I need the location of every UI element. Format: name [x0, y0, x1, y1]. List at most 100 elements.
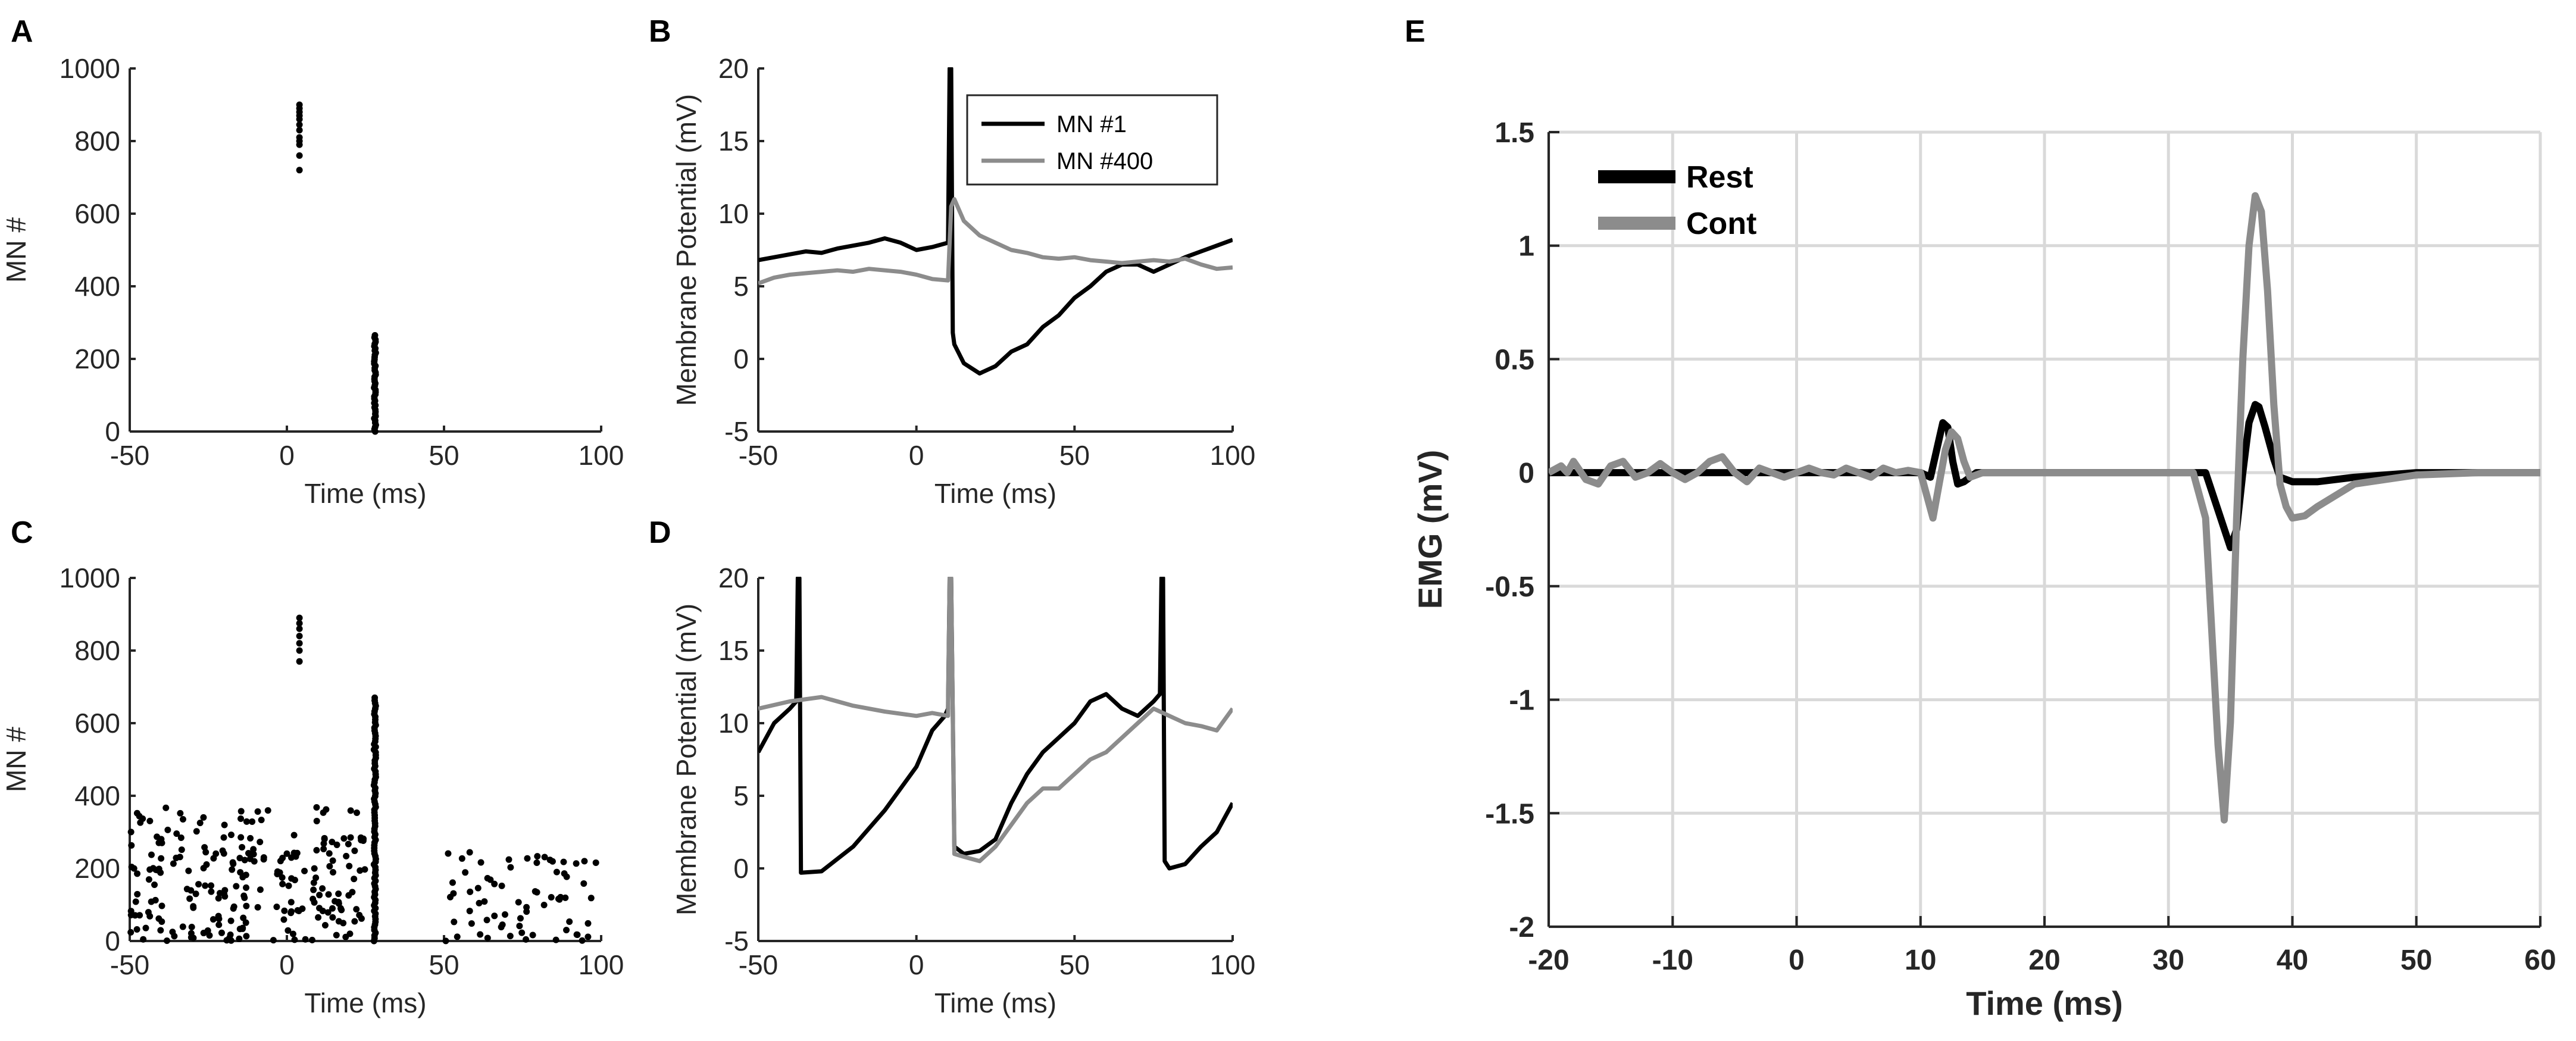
x-tick-label: -50	[739, 440, 778, 471]
spike-dot	[353, 809, 360, 817]
spike-dot	[179, 815, 186, 823]
spike-dot	[310, 886, 317, 893]
spike-dot	[561, 870, 568, 877]
spike-dot	[288, 875, 295, 882]
legend-label: MN #1	[1056, 111, 1127, 137]
panel-label-d: D	[649, 515, 671, 550]
spike-dot	[242, 919, 249, 926]
spike-dot	[201, 844, 208, 851]
y-tick-label: 1.5	[1495, 117, 1534, 149]
spike-dot	[302, 936, 309, 943]
spike-dot	[477, 859, 484, 866]
spike-dot	[337, 905, 345, 912]
spike-dot	[200, 930, 207, 937]
panel-label-a: A	[11, 14, 33, 49]
y-tick-label: -5	[724, 416, 749, 447]
spike-dot	[227, 917, 235, 924]
spike-dot	[186, 895, 193, 902]
x-axis-label: Time (ms)	[934, 987, 1056, 1018]
spike-dot	[330, 868, 337, 876]
spike-dot	[237, 834, 245, 841]
spike-dot	[158, 918, 165, 925]
spike-dot	[236, 935, 243, 942]
y-axis-label: Membrane Potential (mV)	[671, 604, 702, 915]
spike-dot	[179, 923, 186, 930]
spike-dot	[216, 890, 223, 897]
series-line-cont	[1549, 192, 2540, 824]
spike-dot	[237, 808, 245, 815]
spike-dot	[584, 933, 592, 940]
spike-dot	[315, 914, 322, 921]
spike-dot	[192, 890, 199, 898]
spike-dot	[200, 814, 207, 821]
spike-dot	[353, 906, 360, 913]
spike-dot	[335, 890, 342, 898]
spike-dot	[579, 937, 586, 944]
y-tick-label: 600	[74, 198, 120, 229]
x-tick-label: 0	[909, 440, 924, 471]
spike-dot	[462, 869, 469, 876]
spike-dot	[313, 804, 320, 811]
spike-dot	[208, 882, 215, 889]
spike-dot	[279, 880, 286, 887]
spike-dot	[347, 834, 354, 841]
spike-dot	[133, 926, 140, 933]
y-tick-label: 5	[733, 271, 749, 302]
spike-dot	[333, 841, 340, 848]
spike-dot	[442, 937, 449, 945]
spike-dot	[152, 896, 159, 904]
y-tick-label: 400	[74, 780, 120, 811]
spike-dot	[241, 856, 248, 864]
spike-dot	[484, 875, 491, 882]
spike-dot	[296, 620, 303, 627]
spike-dot	[200, 865, 207, 872]
y-tick-label: 800	[74, 635, 120, 666]
spike-dot	[449, 879, 456, 886]
spike-dot	[285, 927, 292, 934]
panel-label-e: E	[1405, 14, 1425, 49]
spike-dot	[320, 809, 327, 816]
spike-dot	[245, 850, 252, 857]
x-tick-label: 0	[1789, 945, 1805, 976]
spike-dot	[518, 929, 526, 936]
spike-dot	[287, 899, 295, 906]
y-tick-label: 20	[718, 53, 749, 84]
x-tick-label: 20	[2028, 945, 2060, 976]
spike-dot	[357, 867, 364, 874]
spike-dot	[466, 908, 473, 915]
spike-dot	[276, 869, 283, 876]
spike-dot	[562, 894, 569, 901]
spike-dot	[177, 834, 185, 841]
spike-dot	[507, 933, 514, 940]
spike-dot	[523, 936, 530, 943]
spike-dot	[128, 842, 135, 849]
spike-dot	[130, 865, 137, 872]
spike-dot	[573, 931, 580, 938]
spike-dot	[484, 934, 491, 942]
spike-dot	[540, 901, 548, 908]
spike-dot	[289, 930, 296, 937]
y-tick-label: 0	[1518, 458, 1534, 489]
spike-dot	[164, 826, 171, 833]
y-tick-label: 15	[718, 635, 749, 666]
y-tick-label: 1	[1518, 231, 1534, 262]
y-tick-label: 0	[733, 343, 749, 374]
spike-dot	[291, 936, 298, 943]
spike-dot	[219, 847, 226, 854]
spike-dot	[157, 927, 164, 934]
spike-dot	[136, 812, 143, 820]
x-axis-label: Time (ms)	[1966, 984, 2122, 1022]
spike-dot	[241, 894, 248, 901]
spike-dot	[326, 850, 333, 857]
y-axis-label: MN #	[1, 217, 32, 283]
x-tick-label: -10	[1652, 945, 1693, 976]
x-axis-label: Time (ms)	[304, 478, 426, 509]
x-tick-label: -50	[110, 440, 149, 471]
spike-dot	[292, 853, 299, 860]
spike-dot	[142, 924, 149, 931]
spike-dot	[279, 874, 286, 881]
spike-dot	[524, 855, 531, 862]
spike-dot	[215, 895, 222, 902]
